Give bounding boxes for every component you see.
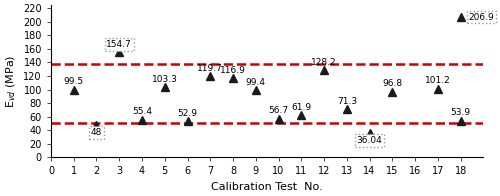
Text: 101.2: 101.2 — [425, 76, 450, 85]
Text: 55.4: 55.4 — [132, 107, 152, 116]
Text: 119.7: 119.7 — [198, 64, 223, 73]
Text: 103.3: 103.3 — [152, 75, 178, 84]
Text: 61.9: 61.9 — [291, 103, 312, 112]
Y-axis label: E$_{vd}$ (MPa): E$_{vd}$ (MPa) — [4, 54, 18, 108]
Text: 116.9: 116.9 — [220, 66, 246, 75]
X-axis label: Calibration Test  No.: Calibration Test No. — [212, 182, 323, 192]
Text: 206.9: 206.9 — [468, 13, 494, 22]
Text: 52.9: 52.9 — [178, 109, 198, 118]
Text: 99.5: 99.5 — [64, 77, 84, 86]
Text: 99.4: 99.4 — [246, 78, 266, 86]
Text: 154.7: 154.7 — [106, 40, 132, 49]
Text: 71.3: 71.3 — [336, 97, 357, 106]
Text: 53.9: 53.9 — [450, 108, 470, 117]
Text: 96.8: 96.8 — [382, 79, 402, 88]
Text: 36.04: 36.04 — [356, 136, 382, 145]
Text: 128.2: 128.2 — [311, 58, 337, 67]
Text: 48: 48 — [91, 128, 102, 137]
Text: 56.7: 56.7 — [268, 106, 288, 115]
